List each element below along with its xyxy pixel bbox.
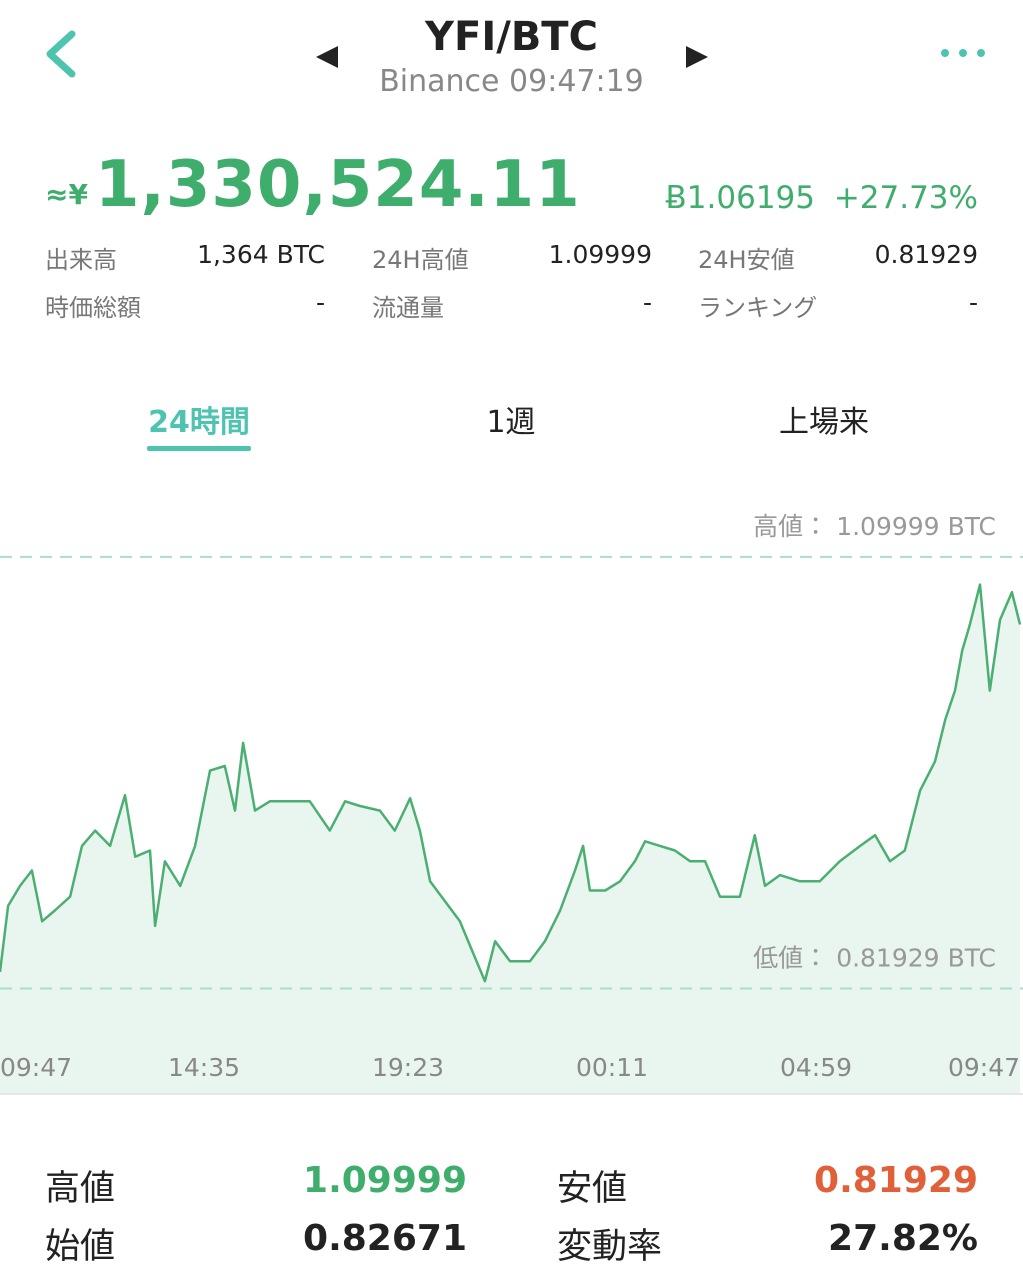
price-btc: Ƀ1.06195 xyxy=(665,180,815,216)
stat-label: 時価総額 xyxy=(45,294,141,322)
next-pair[interactable] xyxy=(686,46,708,68)
ref-unit: BTC xyxy=(948,512,996,541)
ref-label: 低値： 0.81929 BTC xyxy=(753,943,996,972)
stat-value: 1.09999 xyxy=(548,240,652,269)
area xyxy=(0,584,1020,1095)
summary-value: 27.82% xyxy=(828,1218,978,1259)
stat-label: 24H安値 xyxy=(698,246,795,274)
header-icons xyxy=(46,30,985,78)
x-tick-label: 14:35 xyxy=(168,1053,240,1082)
x-tick-label: 00:11 xyxy=(576,1053,648,1082)
line xyxy=(0,583,1022,983)
summary-label: 始値 xyxy=(45,1227,116,1267)
summary-label: 変動率 xyxy=(557,1227,663,1267)
x-tick-label: 09:47 xyxy=(0,1053,72,1082)
prev-pair[interactable] xyxy=(316,46,338,68)
tab-indicator xyxy=(147,446,251,451)
summary-value: 0.82671 xyxy=(303,1218,467,1259)
pair-title: YFI/BTC xyxy=(425,14,598,60)
stat-value: - xyxy=(315,288,325,317)
ref-value: 1.09999 xyxy=(836,512,939,541)
price-jpy: 1,330,524.11 xyxy=(95,148,581,222)
stat-label: 流通量 xyxy=(372,294,444,322)
ref-label: 高値： xyxy=(753,512,828,541)
tab[interactable]: 1週 xyxy=(486,405,536,440)
ref-label: 高値： 1.09999 BTC xyxy=(753,512,996,541)
stat-value: 0.81929 xyxy=(874,240,978,269)
x-tick-label: 04:59 xyxy=(780,1053,852,1082)
ref-value: 0.81929 xyxy=(836,943,939,972)
exchange-time: Binance 09:47:19 xyxy=(379,64,644,99)
stat-label: ランキング xyxy=(698,294,818,322)
price-prefix: ≈¥ xyxy=(45,178,88,211)
summary-value: 1.09999 xyxy=(303,1160,467,1201)
summary-label: 安値 xyxy=(557,1169,628,1209)
price-change: +27.73% xyxy=(833,180,978,216)
stat-value: - xyxy=(968,288,978,317)
x-tick-label: 09:47 xyxy=(948,1053,1020,1082)
stat-label: 出来高 xyxy=(45,246,117,274)
tab[interactable]: 24時間 xyxy=(148,405,250,440)
tab[interactable]: 上場来 xyxy=(779,405,869,440)
ref-label: 低値： xyxy=(753,943,828,972)
summary-label: 高値 xyxy=(45,1169,116,1209)
summary-value: 0.81929 xyxy=(814,1160,978,1201)
stat-value: 1,364 BTC xyxy=(197,240,325,269)
stat-value: - xyxy=(642,288,652,317)
back-button[interactable] xyxy=(46,30,76,78)
menu-button[interactable] xyxy=(941,49,985,57)
ref-unit: BTC xyxy=(948,943,996,972)
x-tick-label: 19:23 xyxy=(372,1053,444,1082)
stat-label: 24H高値 xyxy=(372,246,469,274)
price-chart: 高値： 1.09999 BTC 低値： 0.81929 BTC 09:47 14:35 19:2… xyxy=(0,512,1023,1095)
